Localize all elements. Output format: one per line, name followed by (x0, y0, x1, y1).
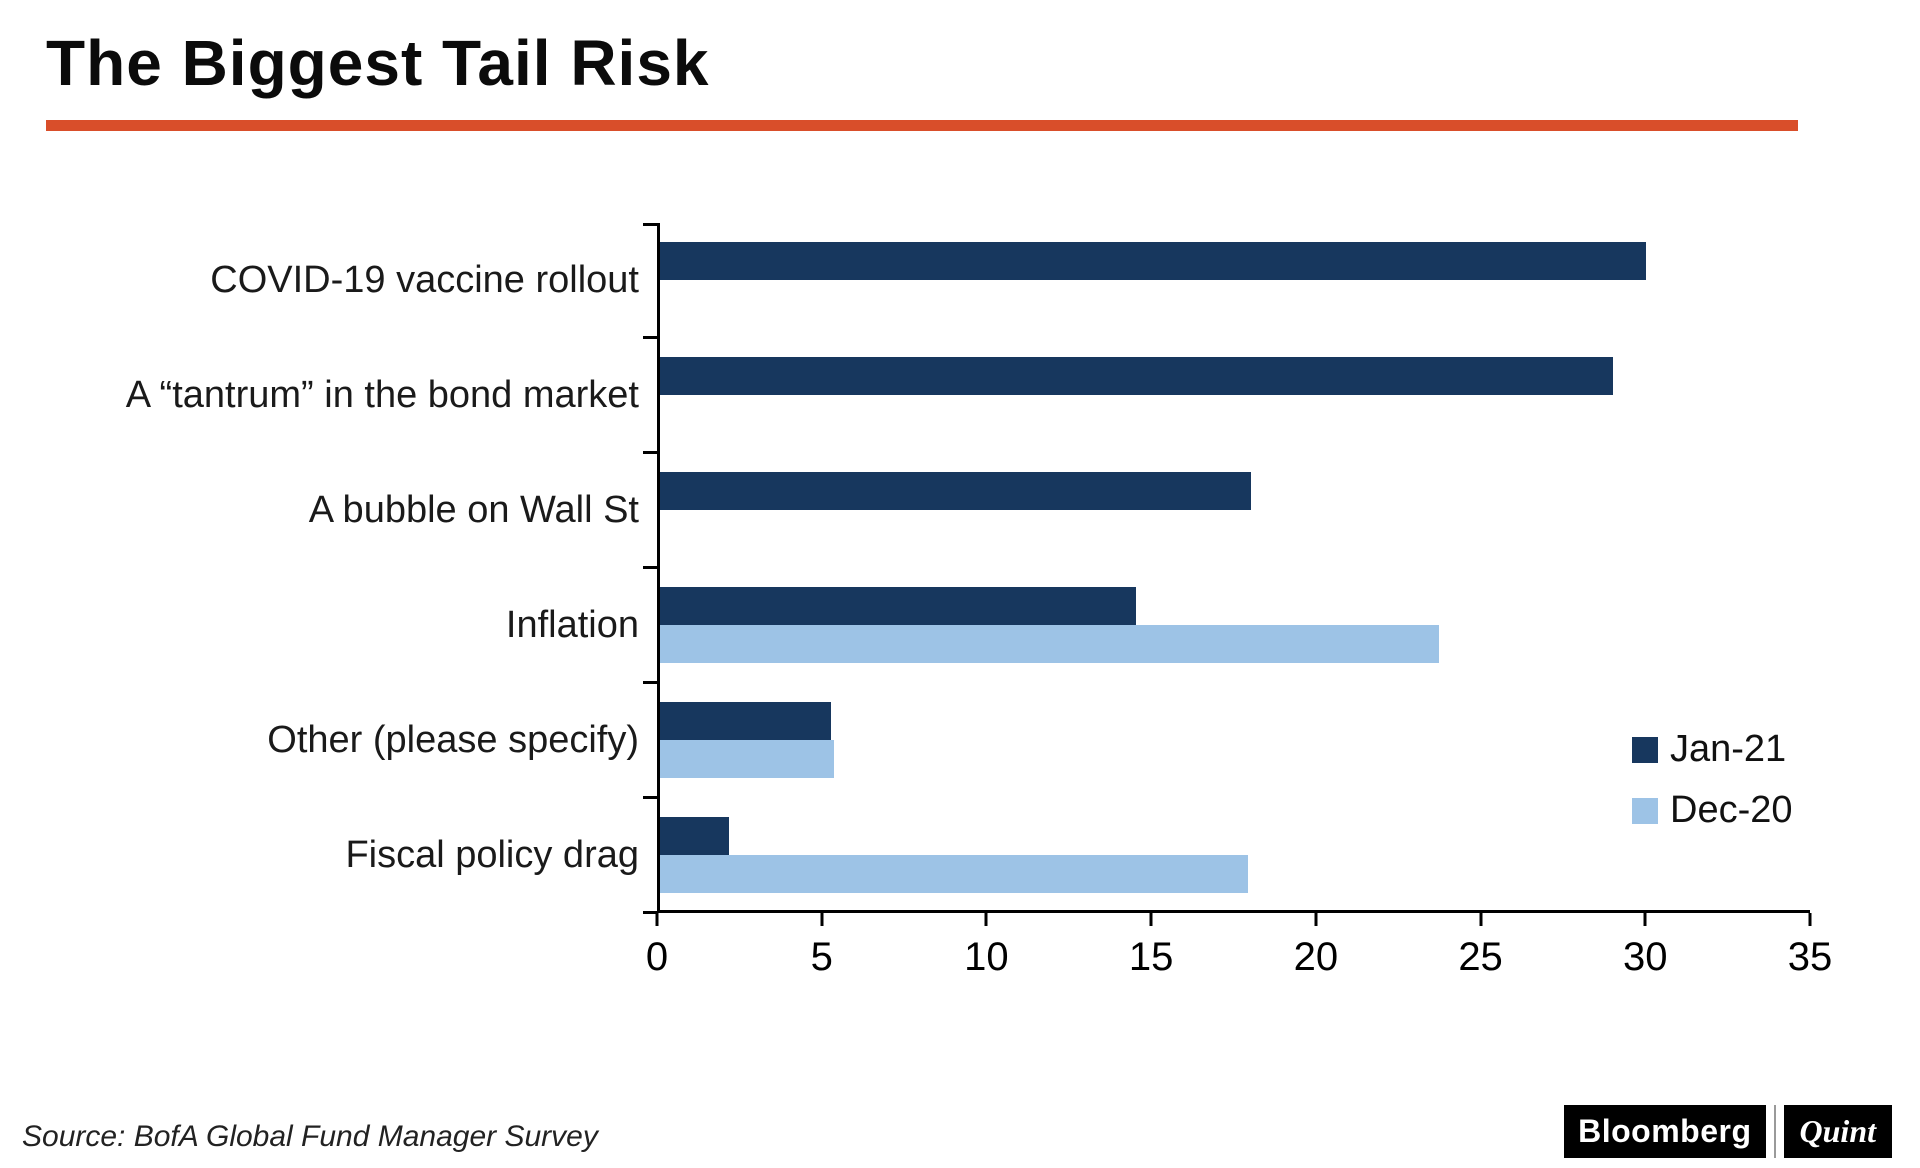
bar-slot (660, 395, 1810, 433)
chart-row (660, 683, 1810, 798)
legend-swatch (1632, 736, 1658, 763)
bar-slot (660, 510, 1810, 548)
y-axis-tick (643, 566, 657, 569)
accent-rule (46, 120, 1798, 131)
chart-row (660, 568, 1810, 683)
plot-area: Jan-21 Dec-20 (643, 223, 1810, 914)
bar-jan-21 (660, 702, 831, 740)
bar-jan-21 (660, 817, 729, 855)
brand-gap (1775, 1105, 1784, 1158)
source-note: Source: BofA Global Fund Manager Survey (22, 1120, 598, 1153)
bar-slot (660, 702, 1810, 740)
x-axis-tick (1149, 913, 1153, 926)
bar-slot (660, 587, 1810, 625)
category-labels-column: COVID-19 vaccine rollout A “tantrum” in t… (45, 223, 657, 913)
x-axis-tick-label: 30 (1623, 935, 1668, 979)
x-axis-tick (820, 913, 824, 926)
legend-item: Jan-21 (1632, 728, 1793, 771)
x-axis-tick (984, 913, 988, 926)
legend-label: Jan-21 (1670, 728, 1787, 770)
bar-jan-21 (660, 587, 1137, 625)
bar-slot (660, 472, 1810, 510)
bar-slot (660, 817, 1810, 855)
quint-logo: Quint (1783, 1105, 1892, 1158)
legend-label: Dec-20 (1670, 789, 1793, 831)
y-axis-tick (643, 336, 657, 339)
category-label: Inflation (505, 604, 639, 646)
bar-slot (660, 242, 1810, 280)
chart-row (660, 453, 1810, 568)
x-axis-tick-label: 0 (645, 935, 669, 979)
chart-legend: Jan-21 Dec-20 (1632, 728, 1793, 832)
bar-slot (660, 357, 1810, 395)
y-axis-tick (643, 681, 657, 684)
y-axis-tick (643, 223, 657, 226)
legend-item: Dec-20 (1632, 789, 1793, 832)
x-axis-tick (1808, 913, 1812, 926)
chart-row (660, 223, 1810, 338)
bar-jan-21 (660, 472, 1252, 510)
bar-slot (660, 625, 1810, 663)
x-axis-tick-label: 15 (1128, 935, 1174, 979)
page-title: The Biggest Tail Risk (46, 27, 710, 99)
x-axis-tick (655, 913, 659, 926)
category-label: COVID-19 vaccine rollout (210, 259, 639, 301)
bar-chart: COVID-19 vaccine rollout A “tantrum” in t… (45, 223, 1920, 993)
chart-row (660, 338, 1810, 453)
y-axis-tick (643, 796, 657, 799)
bar-slot (660, 280, 1810, 318)
category-label: Fiscal policy drag (345, 834, 639, 876)
bar-jan-21 (660, 357, 1613, 395)
y-axis-tick (643, 911, 657, 914)
bloomberg-logo: Bloomberg (1564, 1105, 1766, 1158)
x-axis-tick-label: 35 (1787, 935, 1833, 979)
chart-header: The Biggest Tail Risk (0, 0, 1920, 100)
bar-dec-20 (660, 855, 1249, 893)
legend-swatch (1632, 797, 1658, 824)
x-axis-tick (1479, 913, 1483, 926)
brand-logos: Bloomberg Quint (1564, 1105, 1892, 1158)
x-axis-tick-label: 5 (810, 935, 833, 979)
x-axis-tick-label: 25 (1458, 935, 1503, 979)
brand-divider (1773, 1105, 1776, 1158)
x-axis-tick (1643, 913, 1647, 926)
x-axis-tick (1314, 913, 1318, 926)
bar-dec-20 (660, 625, 1439, 663)
category-label: A “tantrum” in the bond market (125, 374, 639, 416)
bar-slot (660, 855, 1810, 893)
x-axis: 0 5 10 15 20 25 30 35 (646, 913, 1832, 993)
chart-row (660, 798, 1810, 913)
x-axis-tick-label: 20 (1293, 935, 1339, 979)
y-axis-tick (643, 451, 657, 454)
category-label: Other (please specify) (267, 719, 639, 761)
bar-slot (660, 740, 1810, 778)
x-axis-tick-label: 10 (964, 935, 1009, 979)
brand-gap (1765, 1105, 1774, 1158)
bar-jan-21 (660, 242, 1646, 280)
category-label: A bubble on Wall St (308, 489, 639, 531)
bar-dec-20 (660, 740, 835, 778)
